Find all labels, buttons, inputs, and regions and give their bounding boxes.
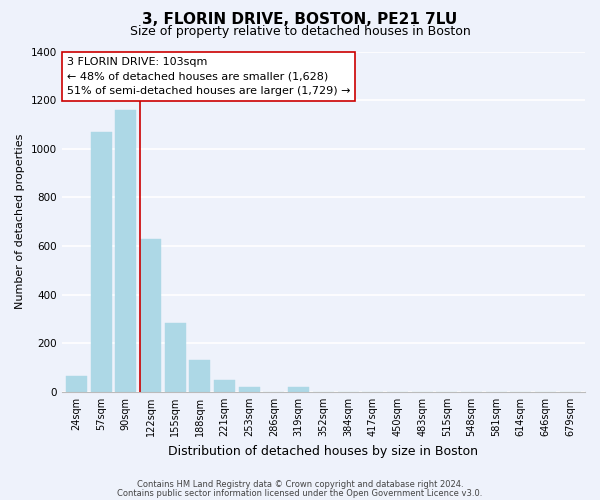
- Bar: [140, 238, 161, 392]
- Bar: [214, 380, 235, 392]
- Bar: [115, 110, 136, 392]
- Bar: [165, 322, 186, 392]
- Bar: [190, 360, 211, 392]
- Text: 3, FLORIN DRIVE, BOSTON, PE21 7LU: 3, FLORIN DRIVE, BOSTON, PE21 7LU: [142, 12, 458, 28]
- Y-axis label: Number of detached properties: Number of detached properties: [15, 134, 25, 310]
- Bar: [288, 387, 309, 392]
- Text: 3 FLORIN DRIVE: 103sqm
← 48% of detached houses are smaller (1,628)
51% of semi-: 3 FLORIN DRIVE: 103sqm ← 48% of detached…: [67, 56, 350, 96]
- Bar: [66, 376, 87, 392]
- X-axis label: Distribution of detached houses by size in Boston: Distribution of detached houses by size …: [169, 444, 478, 458]
- Bar: [239, 386, 260, 392]
- Text: Contains HM Land Registry data © Crown copyright and database right 2024.: Contains HM Land Registry data © Crown c…: [137, 480, 463, 489]
- Text: Contains public sector information licensed under the Open Government Licence v3: Contains public sector information licen…: [118, 488, 482, 498]
- Text: Size of property relative to detached houses in Boston: Size of property relative to detached ho…: [130, 25, 470, 38]
- Bar: [91, 132, 112, 392]
